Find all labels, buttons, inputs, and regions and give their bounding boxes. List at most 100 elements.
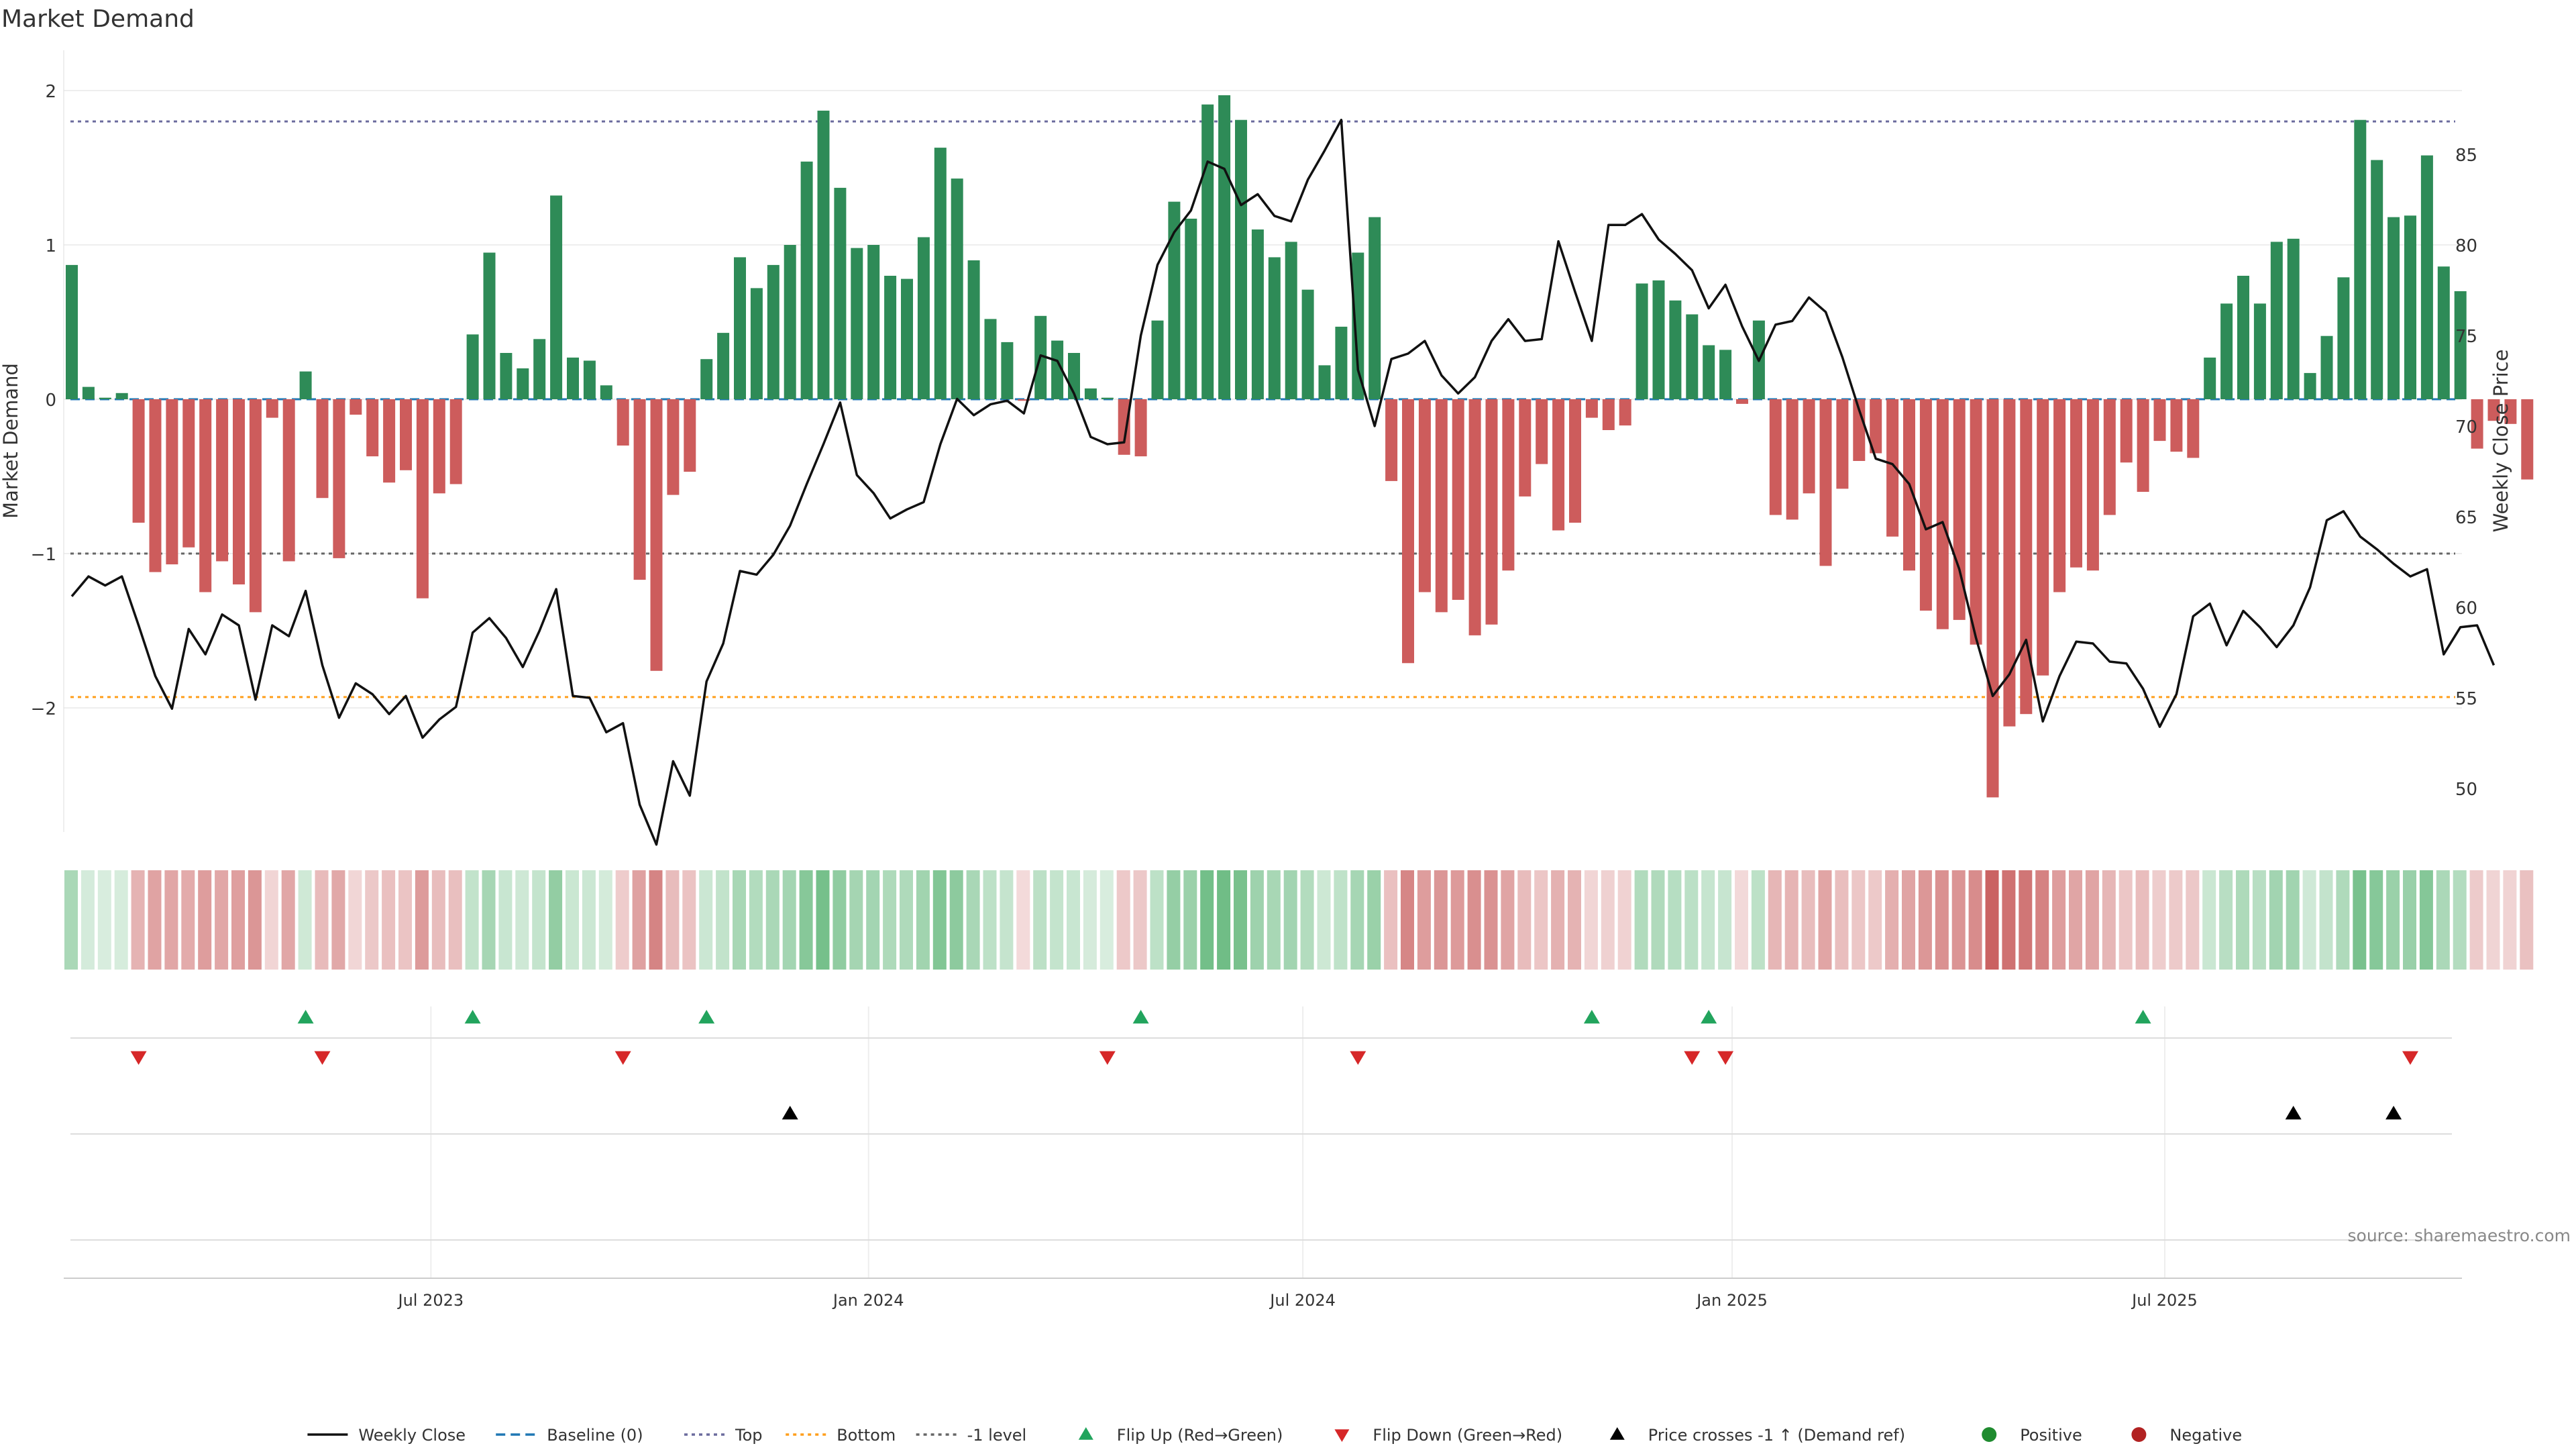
legend-label: Negative <box>2169 1426 2242 1445</box>
demand-bar <box>483 252 496 399</box>
demand-bar <box>1719 350 1732 399</box>
demand-strip-cell <box>1367 870 1381 970</box>
demand-bar <box>449 399 462 484</box>
demand-bar <box>1585 399 1598 418</box>
demand-strip-cell <box>1234 870 1247 970</box>
demand-bar <box>1352 252 1364 399</box>
demand-strip-cell <box>566 870 579 970</box>
demand-bar <box>1251 229 1264 399</box>
demand-bar <box>583 360 596 399</box>
legend-label: Price crosses -1 ↑ (Demand ref) <box>1648 1426 1905 1445</box>
price-cross-marker <box>2385 1106 2402 1120</box>
flip-down-marker <box>130 1051 147 1065</box>
demand-strip-cell <box>1099 870 1114 970</box>
demand-strip-cell <box>866 870 880 970</box>
demand-bar <box>350 399 362 415</box>
weekly-close-line <box>70 118 2496 846</box>
demand-strip-cell <box>1334 870 1348 970</box>
y2-tick-label: 80 <box>2455 236 2477 256</box>
demand-bar <box>1519 399 1532 497</box>
demand-bar <box>1268 257 1281 399</box>
demand-strip-cell <box>949 870 963 970</box>
demand-bar <box>1468 399 1481 635</box>
demand-strip-cell <box>2102 870 2116 970</box>
demand-strip-cell <box>148 870 162 970</box>
demand-strip-cell <box>916 870 930 970</box>
demand-bar <box>1185 218 1197 399</box>
demand-bar <box>2521 399 2534 480</box>
demand-bar <box>1485 399 1498 625</box>
flip-down-marker <box>1717 1051 1734 1065</box>
demand-strip-cell <box>365 870 379 970</box>
demand-bar <box>1368 217 1381 399</box>
demand-strip-cell <box>816 870 830 970</box>
demand-bar <box>2204 357 2216 399</box>
demand-bar <box>2454 291 2467 399</box>
demand-bar <box>2120 399 2133 463</box>
demand-bar <box>2020 399 2033 715</box>
demand-strip-cell <box>2052 870 2066 970</box>
demand-bar <box>1919 399 1932 611</box>
legend-label: -1 level <box>967 1426 1027 1445</box>
demand-bar <box>934 148 947 399</box>
demand-strip-cell <box>2186 870 2200 970</box>
demand-strip-cell <box>1467 870 1481 970</box>
demand-bar <box>917 237 930 399</box>
demand-bar <box>2170 399 2183 452</box>
demand-strip-cell <box>465 870 479 970</box>
demand-bar <box>2371 160 2383 399</box>
demand-bar <box>2320 335 2333 399</box>
x-tick-label: Jul 2025 <box>2131 1291 2198 1310</box>
demand-strip-cell <box>198 870 212 970</box>
demand-bar <box>500 353 513 399</box>
y2-tick-label: 75 <box>2455 327 2477 347</box>
demand-bar <box>2153 399 2166 442</box>
demand-strip-cell <box>382 870 396 970</box>
demand-bar <box>1168 201 1181 399</box>
demand-bar <box>2437 266 2450 399</box>
demand-strip-cell <box>1735 870 1748 970</box>
demand-strip-cell <box>97 870 111 970</box>
demand-strip-cell <box>2219 870 2233 970</box>
demand-strip-cell <box>1434 870 1448 970</box>
demand-bar <box>2220 303 2233 399</box>
demand-strip-cell <box>215 870 229 970</box>
legend-swatch <box>1609 1427 1625 1440</box>
demand-bar <box>2420 155 2433 399</box>
demand-strip-cell <box>1634 870 1648 970</box>
demand-strip-cell <box>80 870 95 970</box>
demand-bar <box>2137 399 2149 492</box>
legend-label: Flip Up (Red→Green) <box>1117 1426 1283 1445</box>
demand-bar <box>2337 277 2350 399</box>
demand-strip-cell <box>2336 870 2350 970</box>
demand-strip-cell <box>64 870 78 970</box>
demand-strip-cell <box>1267 870 1281 970</box>
demand-bar <box>1084 388 1097 399</box>
demand-bar <box>1686 314 1699 399</box>
demand-strip-cell <box>716 870 730 970</box>
y-tick-label: −1 <box>31 545 56 565</box>
demand-strip-cell <box>1250 870 1264 970</box>
demand-bar <box>1335 326 1348 399</box>
demand-bar <box>2387 217 2400 399</box>
demand-bar <box>1151 320 1164 399</box>
y2-tick-label: 70 <box>2455 417 2477 437</box>
legend-swatch <box>1078 1427 1093 1440</box>
demand-strip-cell <box>1534 870 1548 970</box>
demand-strip-cell <box>1885 870 1899 970</box>
demand-strip-cell <box>482 870 496 970</box>
demand-strip-cell <box>900 870 913 970</box>
demand-strip-cell <box>2269 870 2283 970</box>
demand-bar <box>633 399 646 580</box>
demand-strip-cell <box>515 870 529 970</box>
demand-strip-cell <box>615 870 629 970</box>
demand-bar <box>1435 399 1448 613</box>
demand-strip-cell <box>1200 870 1214 970</box>
demand-strip-cell <box>2202 870 2216 970</box>
demand-strip-cell <box>1801 870 1815 970</box>
demand-strip-cell <box>181 870 195 970</box>
demand-strip-cell <box>2302 870 2316 970</box>
demand-bar <box>1703 345 1715 399</box>
demand-strip-cell <box>1283 870 1297 970</box>
demand-strip-cell <box>2019 870 2033 970</box>
